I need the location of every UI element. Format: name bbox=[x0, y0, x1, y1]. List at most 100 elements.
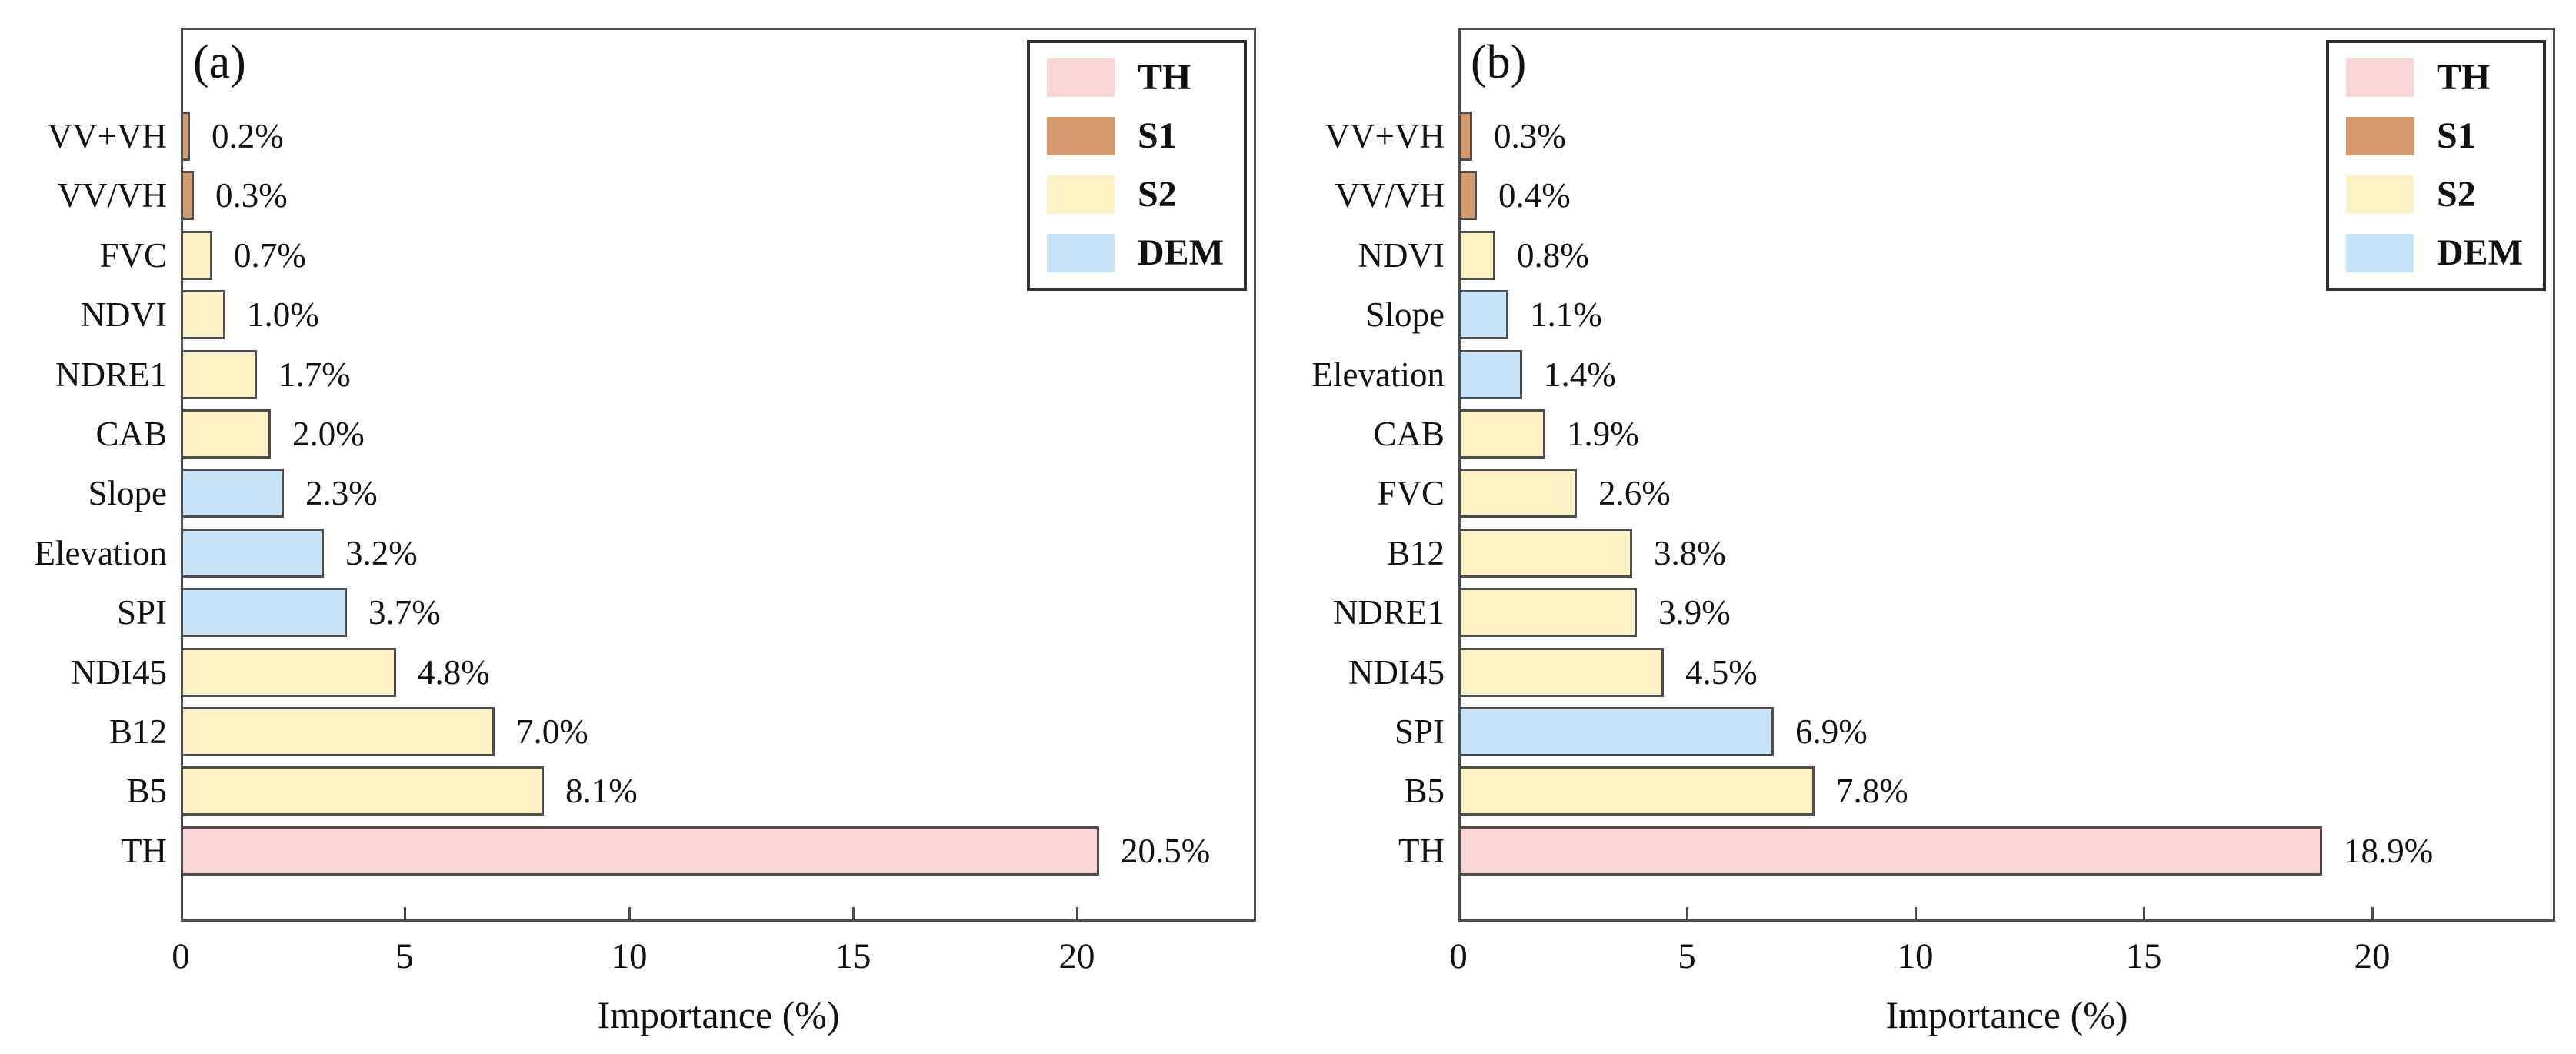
legend-row: S2 bbox=[1047, 175, 1224, 214]
value-label: 3.7% bbox=[368, 593, 441, 632]
category-label: NDVI bbox=[1358, 236, 1445, 275]
bar bbox=[181, 766, 544, 816]
legend-row: S1 bbox=[2346, 117, 2523, 155]
category-label: B12 bbox=[108, 712, 167, 751]
category-label: Slope bbox=[88, 474, 167, 512]
category-label: Elevation bbox=[1311, 355, 1445, 394]
bar bbox=[181, 826, 1099, 876]
category-label: CAB bbox=[1373, 415, 1445, 453]
panel-label: (b) bbox=[1471, 36, 1527, 88]
legend-row: S1 bbox=[1047, 117, 1224, 155]
bar bbox=[1458, 766, 1815, 816]
category-label: VV/VH bbox=[1335, 176, 1445, 215]
x-tick-mark bbox=[2143, 907, 2145, 919]
category-label: Elevation bbox=[34, 534, 167, 572]
bar bbox=[181, 588, 347, 637]
category-label: NDRE1 bbox=[55, 355, 167, 394]
category-label: VV+VH bbox=[1325, 117, 1445, 155]
value-label: 7.0% bbox=[516, 712, 588, 751]
bar bbox=[1458, 529, 1632, 578]
x-tick-label: 5 bbox=[1678, 936, 1696, 976]
bar bbox=[181, 171, 194, 220]
legend-swatch-s2 bbox=[1047, 175, 1115, 214]
category-label: TH bbox=[121, 832, 167, 870]
value-label: 0.8% bbox=[1517, 236, 1589, 275]
bar bbox=[181, 350, 257, 399]
bar bbox=[181, 409, 271, 459]
category-label: SPI bbox=[116, 593, 167, 632]
x-tick-label: 10 bbox=[611, 936, 648, 976]
x-tick-label: 20 bbox=[2354, 936, 2391, 976]
legend-label: DEM bbox=[1138, 232, 1224, 273]
legend-label: S1 bbox=[2437, 115, 2476, 156]
bar bbox=[1458, 826, 2322, 876]
value-label: 3.9% bbox=[1658, 593, 1731, 632]
legend-swatch-s1 bbox=[1047, 117, 1115, 155]
value-label: 8.1% bbox=[565, 772, 638, 810]
x-tick-label: 20 bbox=[1058, 936, 1095, 976]
category-label: B5 bbox=[126, 772, 167, 810]
x-tick-label: 0 bbox=[1449, 936, 1468, 976]
value-label: 1.4% bbox=[1544, 355, 1616, 394]
value-label: 3.2% bbox=[345, 534, 418, 572]
legend-row: DEM bbox=[1047, 234, 1224, 272]
bar bbox=[181, 231, 212, 280]
category-label: FVC bbox=[1377, 474, 1445, 512]
category-label: CAB bbox=[95, 415, 167, 453]
bar bbox=[181, 529, 324, 578]
value-label: 0.2% bbox=[212, 117, 284, 155]
x-tick-label: 15 bbox=[2125, 936, 2162, 976]
category-label: SPI bbox=[1394, 712, 1445, 751]
bar bbox=[1458, 171, 1477, 220]
value-label: 2.0% bbox=[292, 415, 365, 453]
x-tick-mark bbox=[1076, 907, 1078, 919]
value-label: 1.1% bbox=[1530, 295, 1602, 334]
category-label: TH bbox=[1398, 832, 1445, 870]
legend-swatch-th bbox=[1047, 58, 1115, 97]
category-label: B12 bbox=[1386, 534, 1445, 572]
value-label: 2.6% bbox=[1598, 474, 1671, 512]
value-label: 0.3% bbox=[215, 176, 288, 215]
bar bbox=[1458, 707, 1774, 756]
value-label: 1.9% bbox=[1567, 415, 1639, 453]
value-label: 20.5% bbox=[1121, 832, 1211, 870]
value-label: 4.8% bbox=[418, 653, 490, 692]
legend-box: TH S1 S2 DEM bbox=[1027, 40, 1247, 291]
category-label: NDI45 bbox=[1348, 653, 1445, 692]
value-label: 7.8% bbox=[1836, 772, 1908, 810]
category-label: FVC bbox=[99, 236, 167, 275]
bar bbox=[181, 290, 225, 339]
category-label: VV+VH bbox=[47, 117, 167, 155]
category-label: NDI45 bbox=[71, 653, 167, 692]
bar bbox=[181, 112, 190, 161]
bar bbox=[1458, 112, 1472, 161]
legend-row: DEM bbox=[2346, 234, 2523, 272]
category-label: NDRE1 bbox=[1333, 593, 1445, 632]
legend-box: TH S1 S2 DEM bbox=[2326, 40, 2546, 291]
value-label: 1.0% bbox=[247, 295, 319, 334]
bar bbox=[1458, 588, 1637, 637]
bar bbox=[1458, 350, 1522, 399]
legend-label: TH bbox=[2437, 57, 2491, 98]
value-label: 6.9% bbox=[1795, 712, 1868, 751]
value-label: 0.4% bbox=[1498, 176, 1571, 215]
panel-label: (a) bbox=[193, 36, 246, 88]
legend-label: DEM bbox=[2437, 232, 2523, 273]
x-tick-mark bbox=[1686, 907, 1688, 919]
legend-row: TH bbox=[1047, 58, 1224, 97]
legend-swatch-s1 bbox=[2346, 117, 2414, 155]
value-label: 3.8% bbox=[1654, 534, 1726, 572]
value-label: 2.3% bbox=[305, 474, 378, 512]
bar bbox=[1458, 469, 1577, 518]
legend-row: TH bbox=[2346, 58, 2523, 97]
bar bbox=[181, 707, 495, 756]
x-tick-mark bbox=[852, 907, 855, 919]
category-label: VV/VH bbox=[57, 176, 168, 215]
x-axis-title: Importance (%) bbox=[597, 993, 840, 1036]
legend-swatch-dem bbox=[1047, 234, 1115, 272]
category-label: NDVI bbox=[80, 295, 167, 334]
category-label: B5 bbox=[1404, 772, 1445, 810]
x-tick-label: 0 bbox=[172, 936, 190, 976]
